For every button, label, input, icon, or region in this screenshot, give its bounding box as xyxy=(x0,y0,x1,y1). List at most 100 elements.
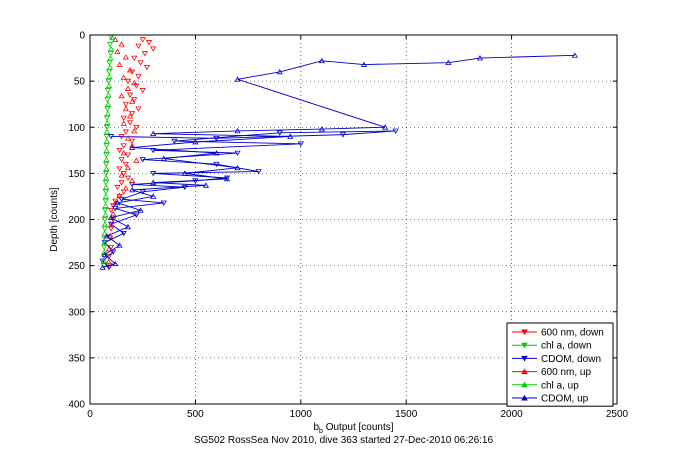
data-point xyxy=(107,222,115,228)
data-point xyxy=(131,55,138,62)
data-point xyxy=(107,207,115,214)
data-point xyxy=(145,40,153,46)
data-point xyxy=(101,244,108,251)
data-point xyxy=(103,161,110,168)
data-point xyxy=(129,187,136,193)
data-point xyxy=(103,152,110,158)
data-series-layer xyxy=(99,34,578,271)
data-point xyxy=(103,233,110,239)
data-point xyxy=(181,184,188,191)
data-point xyxy=(213,161,220,168)
data-point xyxy=(135,43,142,50)
data-point xyxy=(445,59,452,65)
data-point xyxy=(139,37,146,43)
legend-label: CDOM, up xyxy=(541,394,589,405)
data-point xyxy=(150,46,157,52)
data-point xyxy=(110,211,117,217)
legend-label: chl a, down xyxy=(541,341,592,352)
data-point xyxy=(112,260,119,267)
data-point xyxy=(234,164,241,171)
data-point xyxy=(126,67,134,73)
data-point xyxy=(103,156,110,162)
data-point xyxy=(122,105,129,112)
data-point xyxy=(116,242,123,248)
x-axis-label-main: b xyxy=(313,422,319,433)
data-point xyxy=(106,64,114,70)
data-point xyxy=(102,184,110,190)
data-point xyxy=(101,258,108,264)
x-tick-label: 2500 xyxy=(606,409,629,420)
series-1 xyxy=(100,34,115,269)
data-point xyxy=(120,120,127,126)
data-point xyxy=(129,98,136,104)
data-point xyxy=(202,182,210,188)
series-line xyxy=(102,54,575,268)
legend-entry: chl a, down xyxy=(512,341,592,352)
data-point xyxy=(571,52,578,58)
data-point xyxy=(139,189,146,195)
series-5 xyxy=(99,52,578,270)
data-point xyxy=(107,134,115,140)
data-point xyxy=(104,119,111,125)
legend-label: 600 nm, down xyxy=(541,328,604,339)
data-point xyxy=(126,92,134,98)
data-point xyxy=(234,76,241,82)
x-tick-label: 0 xyxy=(87,409,93,420)
y-tick-label: 400 xyxy=(68,400,85,411)
y-axis-label: Depth [counts] xyxy=(49,187,60,252)
legend-label: chl a, up xyxy=(541,380,579,391)
x-axis-label: bb Output [counts] xyxy=(313,422,393,435)
x-tick-label: 1000 xyxy=(290,409,313,420)
data-point xyxy=(133,212,140,218)
data-point xyxy=(103,143,110,149)
data-point xyxy=(131,80,138,86)
data-point xyxy=(105,258,112,265)
y-tick-label: 100 xyxy=(68,123,85,134)
data-point xyxy=(99,258,106,264)
data-point xyxy=(129,144,136,150)
data-point xyxy=(103,175,110,181)
data-point xyxy=(101,217,108,223)
data-point xyxy=(124,223,132,230)
data-point xyxy=(109,34,116,41)
data-point xyxy=(318,57,325,64)
data-point xyxy=(124,85,132,91)
data-point xyxy=(116,194,123,200)
data-point xyxy=(124,164,132,171)
data-point xyxy=(476,55,484,61)
data-point xyxy=(160,155,167,161)
data-point xyxy=(192,139,199,145)
legend-entry: 600 nm, up xyxy=(512,367,591,378)
data-point xyxy=(107,45,115,52)
data-point xyxy=(276,130,283,136)
data-point xyxy=(234,150,241,157)
data-point xyxy=(101,230,108,236)
data-point xyxy=(150,147,157,154)
data-point xyxy=(139,88,146,94)
data-point xyxy=(105,78,112,85)
data-point xyxy=(114,199,121,206)
data-point xyxy=(102,198,109,204)
legend-entry: CDOM, down xyxy=(512,354,601,365)
data-point xyxy=(105,82,113,89)
y-tick-label: 200 xyxy=(68,215,85,226)
data-point xyxy=(297,141,304,147)
legend-entry: 600 nm, down xyxy=(512,328,604,339)
data-point xyxy=(116,166,123,172)
data-point xyxy=(107,244,115,251)
data-point xyxy=(143,64,151,71)
axis-ticks: 0 500 1000 1500 2000 2500 0 50 100 150 200 250 300 35… xyxy=(68,31,628,421)
x-tick-label: 2000 xyxy=(500,409,523,420)
data-point xyxy=(171,138,178,145)
legend-entry: CDOM, up xyxy=(512,394,589,405)
data-point xyxy=(118,92,125,99)
data-point xyxy=(133,157,140,163)
data-point xyxy=(103,138,110,144)
data-point xyxy=(139,157,146,163)
data-point xyxy=(126,120,134,126)
data-point xyxy=(114,184,121,191)
data-point xyxy=(120,74,127,80)
data-point xyxy=(103,124,110,131)
legend-marker xyxy=(521,394,528,401)
